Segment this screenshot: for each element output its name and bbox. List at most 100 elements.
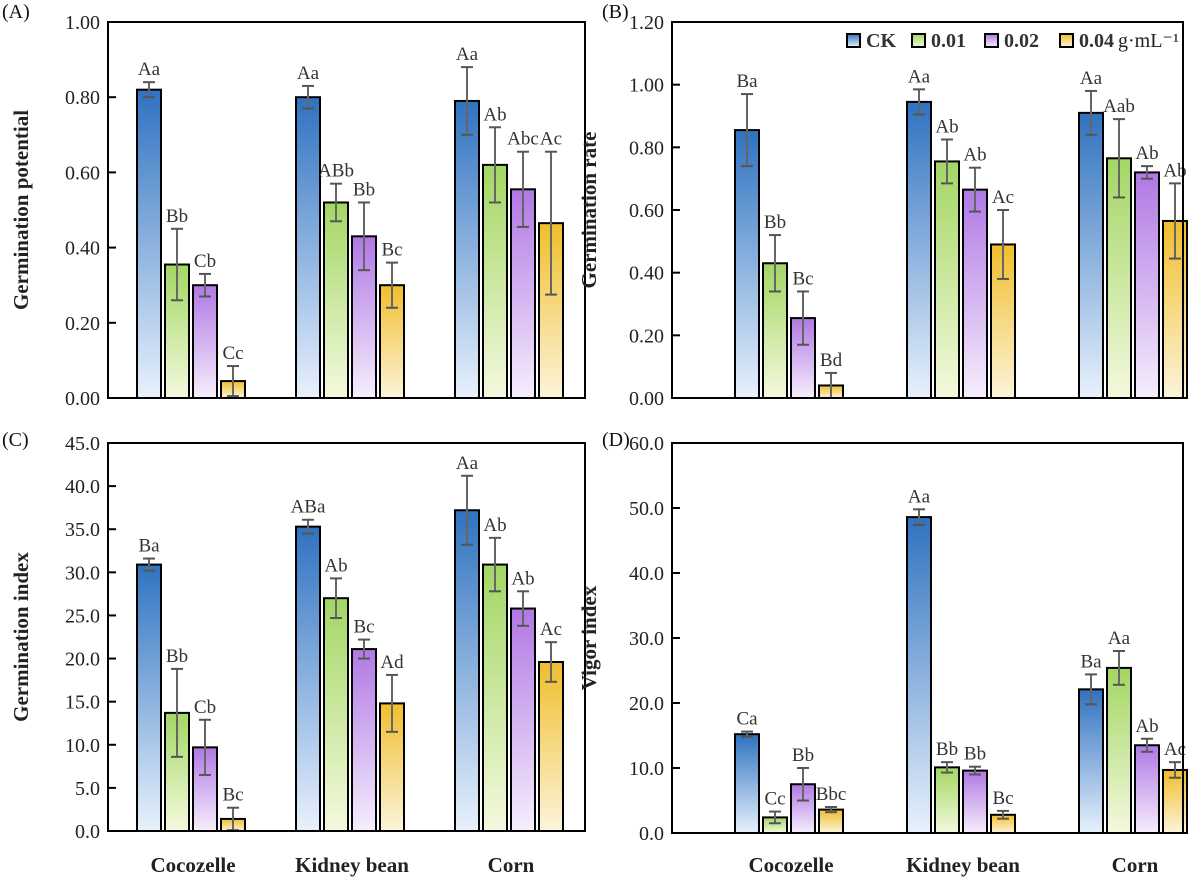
panel-label: (A): [2, 1, 30, 23]
x-category-label: Cocozelle: [150, 853, 235, 877]
y-tick-label: 0.0: [75, 821, 100, 843]
significance-label: ABa: [291, 497, 326, 518]
y-tick-label: 0.40: [629, 263, 664, 285]
y-tick-label: 50.0: [629, 498, 664, 520]
y-tick-label: 20.0: [65, 649, 100, 671]
significance-label: Cc: [222, 343, 243, 364]
significance-label: Ca: [736, 709, 758, 730]
bar-ck-cocozelle: [734, 733, 760, 835]
significance-label: Bb: [353, 179, 375, 200]
significance-label: Aa: [456, 44, 479, 65]
significance-label: Aab: [1103, 96, 1135, 117]
x-category-label: Corn: [1112, 853, 1159, 877]
bar-0-04-corn: [538, 661, 564, 833]
panel-a: (A) Germination potential 0.00 0.20 0.40 0.60…: [2, 1, 586, 410]
bar-ck-kidney-bean: [906, 100, 932, 400]
y-tick-label: 30.0: [65, 562, 100, 584]
bar-ck-cocozelle: [136, 563, 162, 832]
significance-label: Bc: [353, 617, 374, 638]
bar-ck-kidney-bean: [295, 525, 321, 832]
significance-label: Bb: [964, 744, 986, 765]
panel-label: (D): [602, 429, 630, 451]
plot-frame: [107, 442, 586, 832]
panel-c: (C) Germination index 0.0 5.0 10.0 15.0 20.0 25…: [2, 429, 586, 877]
significance-label: Ac: [1164, 739, 1186, 760]
significance-label: Ab: [1163, 160, 1186, 181]
significance-label: Ab: [511, 568, 534, 589]
y-tick-label: 0.20: [629, 325, 664, 347]
significance-label: Bc: [792, 268, 813, 289]
significance-label: Ac: [540, 129, 562, 150]
x-category-label: Corn: [488, 853, 535, 877]
significance-label: Abc: [507, 129, 539, 150]
significance-label: Bc: [992, 788, 1013, 809]
legend-unit: g·mL⁻¹: [1118, 30, 1179, 52]
significance-label: Ac: [992, 187, 1014, 208]
bar-0-01-corn: [1106, 666, 1132, 835]
bar-ck-kidney-bean: [906, 516, 932, 834]
bar-0-02-corn: [1134, 171, 1160, 399]
significance-label: Bc: [222, 785, 243, 806]
y-tick-label: 1.00: [65, 12, 100, 34]
y-tick-label: 35.0: [65, 519, 100, 541]
x-category-label: Cocozelle: [748, 853, 833, 877]
significance-label: Ab: [1135, 716, 1158, 737]
significance-label: Cb: [194, 697, 216, 718]
y-tick-label: 0.80: [65, 87, 100, 109]
significance-label: Bd: [820, 350, 843, 371]
significance-label: Ab: [935, 117, 958, 138]
x-category-label: Kidney bean: [906, 853, 1020, 877]
y-tick-label: 20.0: [629, 693, 664, 715]
y-tick-label: 30.0: [629, 628, 664, 650]
y-axis-title: Germination potential: [9, 110, 33, 310]
x-category-label: Kidney bean: [295, 853, 409, 877]
y-tick-label: 60.0: [629, 433, 664, 455]
significance-label: Ad: [380, 652, 404, 673]
significance-label: Aa: [908, 486, 931, 507]
significance-label: Ab: [963, 145, 986, 166]
significance-label: Aa: [1108, 628, 1131, 649]
significance-label: Ba: [138, 536, 160, 557]
significance-label: Bb: [166, 646, 188, 667]
bar-0-01-corn: [482, 563, 508, 832]
plot-frame: [107, 21, 586, 399]
legend-label-0-04: 0.04: [1079, 30, 1114, 52]
significance-label: Ab: [324, 555, 347, 576]
bar-ck-cocozelle: [734, 129, 760, 399]
y-tick-label: 0.60: [65, 162, 100, 184]
legend-label-0-01: 0.01: [931, 30, 966, 52]
panel-label: (C): [2, 429, 29, 451]
significance-label: Bb: [936, 739, 958, 760]
significance-label: Ab: [483, 104, 506, 125]
y-tick-label: 10.0: [65, 735, 100, 757]
y-tick-label: 40.0: [629, 563, 664, 585]
y-tick-label: 0.60: [629, 200, 664, 222]
significance-label: ABb: [318, 161, 354, 182]
y-tick-label: 1.20: [629, 12, 664, 34]
legend-swatch-0-02: [984, 33, 999, 48]
bar-0-01-kidney-bean: [934, 160, 960, 399]
significance-label: Ba: [736, 71, 758, 92]
y-tick-label: 0.40: [65, 238, 100, 260]
y-axis-title: Germination index: [9, 552, 33, 722]
significance-label: Bb: [166, 206, 188, 227]
bar-ck-corn: [454, 99, 480, 400]
y-tick-label: 0.80: [629, 137, 664, 159]
y-tick-label: 0.20: [65, 313, 100, 335]
legend-label-ck: CK: [866, 30, 896, 52]
bar-ck-corn: [1078, 688, 1104, 834]
significance-label: Bc: [381, 240, 402, 261]
legend-swatch-0-01: [911, 33, 926, 48]
significance-label: Aa: [456, 453, 479, 474]
significance-label: Ac: [540, 619, 562, 640]
significance-label: Bb: [764, 212, 786, 233]
y-tick-label: 0.00: [65, 388, 100, 410]
bar-0-02-corn: [510, 607, 536, 833]
bar-0-02-kidney-bean: [962, 769, 988, 834]
y-tick-label: 15.0: [65, 692, 100, 714]
y-tick-label: 25.0: [65, 605, 100, 627]
plot-frame: [671, 442, 1184, 834]
bar-0-02-kidney-bean: [351, 648, 377, 832]
significance-label: Ba: [1080, 651, 1102, 672]
bar-ck-corn: [454, 509, 480, 832]
